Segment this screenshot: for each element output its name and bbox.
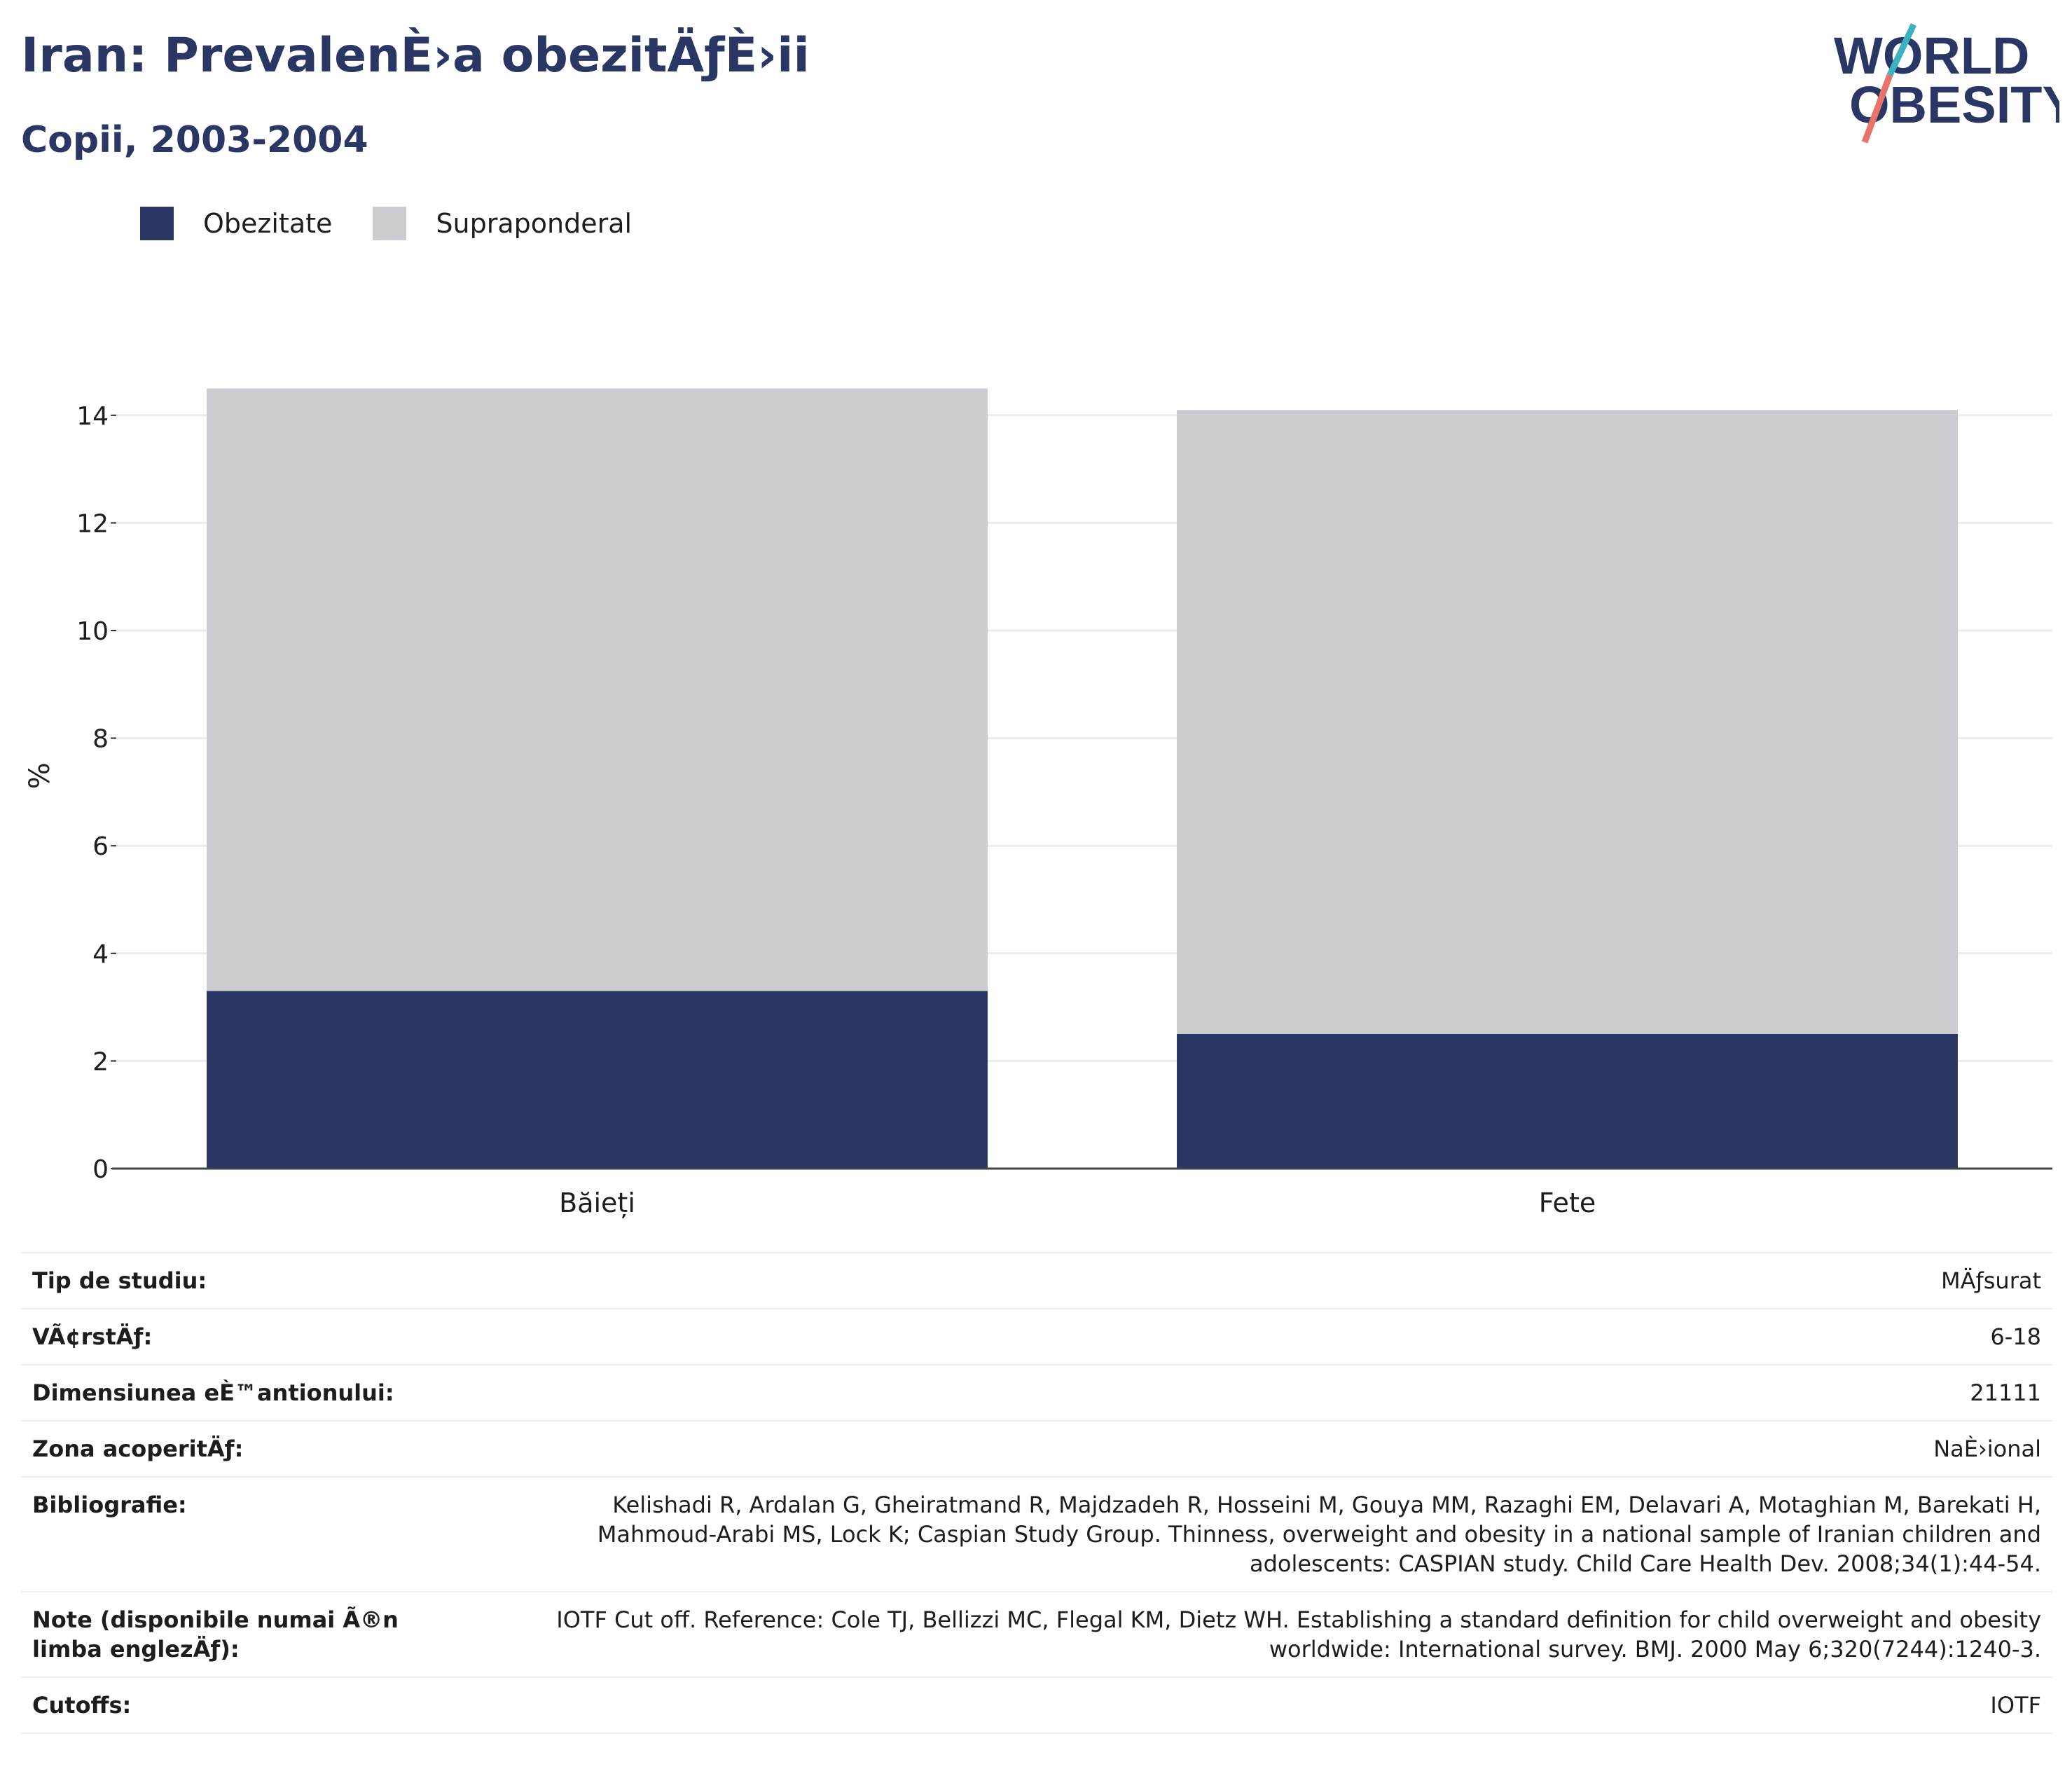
y-tick-label: 4 — [92, 940, 109, 969]
y-tick-label: 8 — [92, 725, 109, 754]
y-tick-label: 12 — [76, 509, 109, 538]
logo-slash-top — [1886, 23, 1917, 76]
legend-label-supraponderal: Supraponderal — [436, 208, 633, 239]
info-label: Zona acoperitÄƒ: — [32, 1436, 244, 1462]
y-tick-label: 6 — [92, 832, 109, 861]
legend-label-obezitate: Obezitate — [203, 208, 333, 239]
info-label: Dimensiunea eÈ™antionului: — [32, 1379, 394, 1406]
x-tick-label: Băieți — [559, 1187, 635, 1218]
logo-slash-bottom — [1861, 74, 1893, 144]
legend-swatch-obezitate — [140, 207, 174, 240]
info-value: Kelishadi R, Ardalan G, Gheiratmand R, M… — [597, 1492, 2041, 1577]
bar-supraponderal — [1177, 410, 1958, 1034]
info-row: Cutoffs: IOTF — [21, 1677, 2052, 1733]
info-row: VÃ¢rstÄƒ: 6-18 — [21, 1309, 2052, 1365]
y-tick-label: 14 — [76, 402, 109, 431]
logo-line-1: WORLD — [1834, 27, 2030, 85]
info-value: 6-18 — [1990, 1323, 2041, 1350]
world-obesity-logo: WORLD OBESITY — [1834, 23, 2059, 144]
info-row: Tip de studiu: MÄƒsurat — [21, 1253, 2052, 1309]
info-value: 21111 — [1970, 1379, 2041, 1406]
chart-legend: Obezitate Supraponderal — [140, 207, 672, 240]
x-tick-label: Fete — [1539, 1187, 1596, 1218]
legend-item-obezitate: Obezitate — [140, 207, 332, 240]
info-label: Cutoffs: — [32, 1692, 132, 1719]
y-tick-label: 0 — [92, 1155, 109, 1184]
y-tick-label: 10 — [76, 617, 109, 646]
bar-chart: 0 2 4 6 8 10 12 14% Băieți Fete — [24, 388, 2052, 1218]
info-value: IOTF Cut off. Reference: Cole TJ, Belliz… — [556, 1606, 2041, 1662]
info-label: Bibliografie: — [32, 1492, 187, 1518]
info-row: Dimensiunea eÈ™antionului: 21111 — [21, 1365, 2052, 1421]
info-value: MÄƒsurat — [1940, 1267, 2041, 1294]
info-row: Note (disponibile numai Ã®n limba englez… — [21, 1592, 2052, 1677]
info-label: Note (disponibile numai Ã®n limba englez… — [32, 1606, 399, 1662]
info-label: Tip de studiu: — [32, 1267, 207, 1294]
bar-obezitate — [1177, 1034, 1958, 1169]
chart-title: Iran: PrevalenÈ›a obezitÄƒÈ›ii — [21, 28, 810, 83]
y-axis-label: % — [24, 762, 56, 789]
info-label: VÃ¢rstÄƒ: — [32, 1323, 153, 1350]
bar-obezitate — [207, 991, 988, 1169]
legend-swatch-supraponderal — [373, 207, 407, 240]
y-tick-label: 2 — [92, 1047, 109, 1076]
study-info-table: Tip de studiu: MÄƒsurat VÃ¢rstÄƒ: 6-18 Dimen… — [21, 1252, 2052, 1734]
info-row: Bibliografie: Kelishadi R, Ardalan G, Ghe… — [21, 1477, 2052, 1592]
info-value: IOTF — [1990, 1692, 2041, 1719]
info-value: NaÈ›ional — [1933, 1436, 2041, 1462]
bar-supraponderal — [207, 388, 988, 991]
legend-item-supraponderal: Supraponderal — [373, 207, 632, 240]
chart-subtitle: Copii, 2003-2004 — [21, 119, 368, 161]
info-row: Zona acoperitÄƒ: NaÈ›ional — [21, 1421, 2052, 1477]
